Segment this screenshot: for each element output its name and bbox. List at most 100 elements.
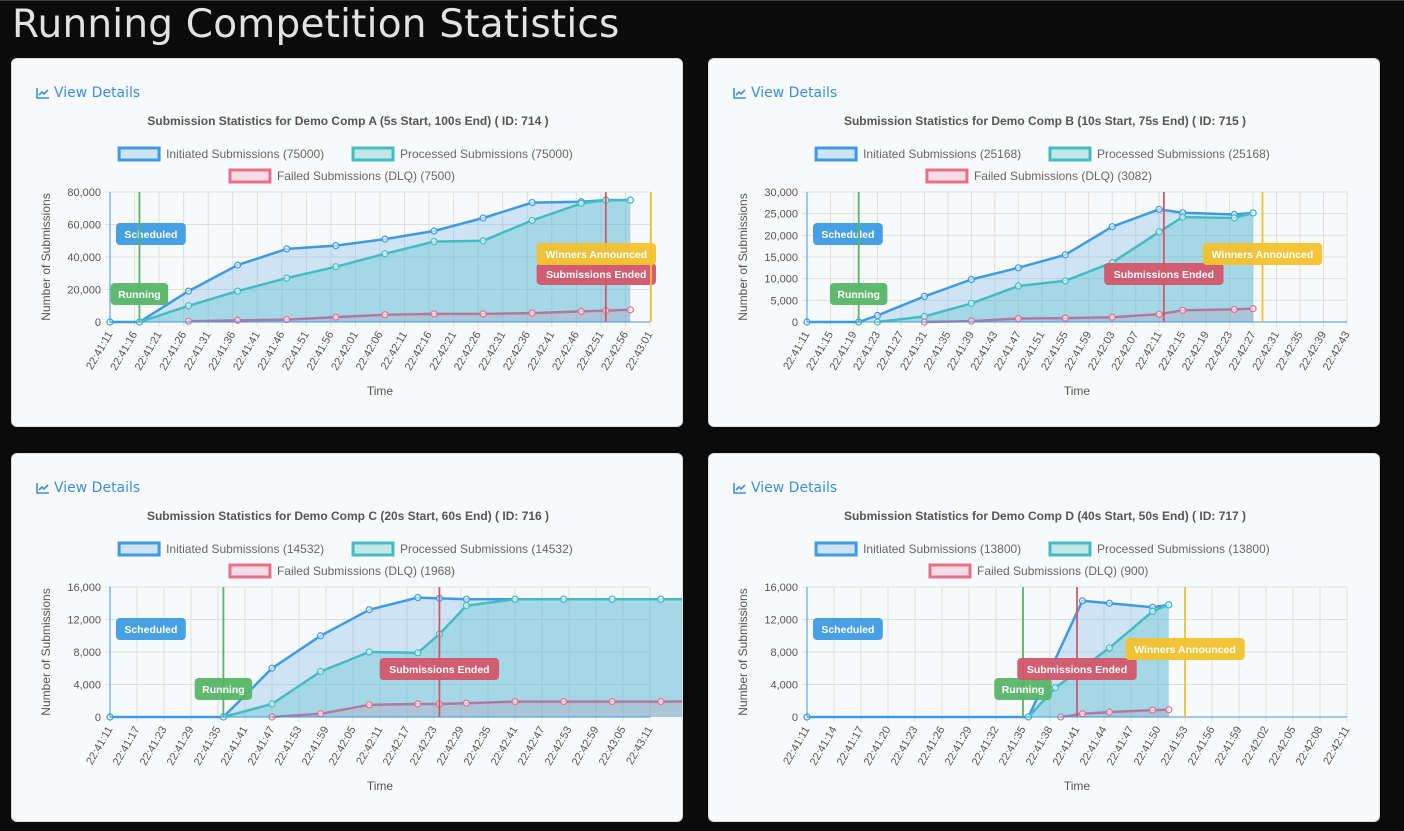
chart-title: Submission Statistics for Demo Comp D (4… xyxy=(844,509,1246,523)
data-point xyxy=(1156,311,1162,317)
legend-item: Processed Submissions (13800) xyxy=(1050,542,1270,556)
data-point xyxy=(431,311,437,317)
data-point xyxy=(529,217,535,223)
event-badge-text: Running xyxy=(118,289,161,301)
legend-item: Initiated Submissions (13800) xyxy=(816,542,1021,556)
legend-swatch xyxy=(816,148,856,160)
data-point xyxy=(1079,598,1085,604)
data-point xyxy=(186,303,192,309)
legend-label: Initiated Submissions (13800) xyxy=(863,542,1021,556)
page-title: Running Competition Statistics xyxy=(12,2,620,47)
y-tick-label: 10,000 xyxy=(764,274,798,286)
legend-item: Failed Submissions (DLQ) (1968) xyxy=(230,564,455,578)
x-axis-title: Time xyxy=(1064,779,1091,793)
data-point xyxy=(431,239,437,245)
data-point xyxy=(463,700,469,706)
data-point xyxy=(284,246,290,252)
y-tick-label: 0 xyxy=(792,712,798,724)
chart-legend: Initiated Submissions (14532) Processed S… xyxy=(119,542,573,578)
legend-label: Processed Submissions (13800) xyxy=(1097,542,1270,556)
y-tick-label: 60,000 xyxy=(67,220,101,232)
y-tick-label: 5,000 xyxy=(770,295,798,307)
data-point xyxy=(318,633,324,639)
data-point xyxy=(186,288,192,294)
legend-label: Initiated Submissions (25168) xyxy=(863,147,1021,161)
x-tick-label: 22:43:11 xyxy=(624,725,655,767)
data-point xyxy=(578,308,584,314)
y-tick-label: 20,000 xyxy=(67,285,101,297)
data-point xyxy=(1015,283,1021,289)
submission-chart: Submission Statistics for Demo Comp A (5… xyxy=(12,59,683,427)
legend-swatch xyxy=(119,148,159,160)
y-axis-title: Number of Submissions xyxy=(736,588,750,715)
data-point xyxy=(561,596,567,602)
data-point xyxy=(1150,707,1156,713)
event-label-ended: Submissions Ended xyxy=(1017,658,1136,680)
legend-label: Failed Submissions (DLQ) (1968) xyxy=(277,564,455,578)
event-badge-text: Winners Announced xyxy=(1212,249,1314,261)
legend-label: Processed Submissions (14532) xyxy=(400,542,573,556)
event-label-ended: Submissions Ended xyxy=(380,658,499,680)
y-tick-label: 0 xyxy=(95,712,101,724)
y-axis-title: Number of Submissions xyxy=(39,588,53,715)
chart-card-a: View Details Submission Statistics for D… xyxy=(11,58,683,427)
legend-item: Initiated Submissions (14532) xyxy=(119,542,324,556)
chart-title: Submission Statistics for Demo Comp C (2… xyxy=(147,509,549,523)
legend-swatch xyxy=(353,148,393,160)
legend-swatch xyxy=(119,543,159,555)
legend-item: Initiated Submissions (75000) xyxy=(119,147,324,161)
event-label-announced: Winners Announced xyxy=(1125,638,1244,660)
legend-label: Failed Submissions (DLQ) (900) xyxy=(977,564,1148,578)
data-point xyxy=(1250,210,1256,216)
legend-swatch xyxy=(1050,543,1090,555)
data-point xyxy=(1106,600,1112,606)
top-divider xyxy=(0,0,1404,1)
data-point xyxy=(382,251,388,257)
data-point xyxy=(1062,278,1068,284)
legend-swatch xyxy=(230,565,270,577)
data-point xyxy=(1156,229,1162,235)
chart-legend: Initiated Submissions (25168) Processed S… xyxy=(816,147,1270,183)
legend-label: Failed Submissions (DLQ) (3082) xyxy=(974,169,1152,183)
legend-swatch xyxy=(927,170,967,182)
data-point xyxy=(1109,224,1115,230)
legend-swatch xyxy=(1050,148,1090,160)
legend-label: Initiated Submissions (14532) xyxy=(166,542,324,556)
event-label-running: Running xyxy=(994,678,1051,700)
data-point xyxy=(318,669,324,675)
chart-card-b: View Details Submission Statistics for D… xyxy=(708,58,1380,427)
data-point xyxy=(1150,608,1156,614)
chart-legend: Initiated Submissions (13800) Processed S… xyxy=(816,542,1270,578)
y-tick-label: 40,000 xyxy=(67,252,101,264)
event-label-scheduled: Scheduled xyxy=(813,618,883,640)
y-tick-label: 80,000 xyxy=(67,187,101,199)
event-badge-text: Submissions Ended xyxy=(546,269,646,281)
event-label-running: Running xyxy=(195,678,252,700)
legend-item: Processed Submissions (75000) xyxy=(353,147,573,161)
legend-item: Initiated Submissions (25168) xyxy=(816,147,1021,161)
data-point xyxy=(463,603,469,609)
data-point xyxy=(1166,707,1172,713)
event-label-scheduled: Scheduled xyxy=(813,223,883,245)
chart-title: Submission Statistics for Demo Comp B (1… xyxy=(844,114,1246,128)
y-axis-title: Number of Submissions xyxy=(736,193,750,320)
data-point xyxy=(366,702,372,708)
data-point xyxy=(480,311,486,317)
event-label-ended: Submissions Ended xyxy=(537,263,656,285)
y-tick-label: 0 xyxy=(95,317,101,329)
data-point xyxy=(512,699,518,705)
data-point xyxy=(186,318,192,324)
legend-label: Initiated Submissions (75000) xyxy=(166,147,324,161)
event-label-running: Running xyxy=(111,283,168,305)
data-point xyxy=(333,243,339,249)
event-badge-text: Running xyxy=(1002,684,1045,696)
data-point xyxy=(874,313,880,319)
data-point xyxy=(609,699,615,705)
x-axis-title: Time xyxy=(367,779,394,793)
event-badge-text: Running xyxy=(202,684,245,696)
data-point xyxy=(1166,602,1172,608)
data-point xyxy=(366,607,372,613)
y-tick-label: 15,000 xyxy=(764,252,798,264)
data-point xyxy=(333,264,339,270)
legend-item: Failed Submissions (DLQ) (3082) xyxy=(927,169,1152,183)
